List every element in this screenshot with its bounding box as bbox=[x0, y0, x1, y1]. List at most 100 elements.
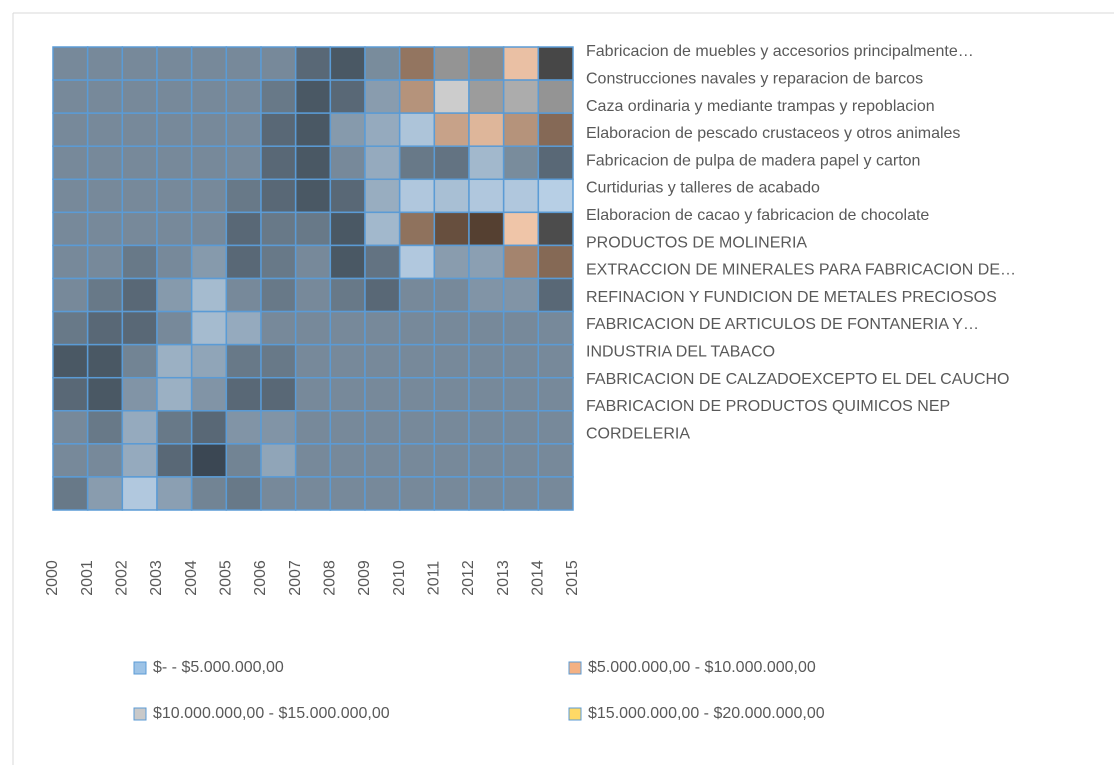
surface-cell bbox=[156, 310, 193, 346]
surface-cell bbox=[86, 443, 124, 478]
surface-cell bbox=[502, 145, 540, 181]
surface-cell bbox=[121, 211, 158, 247]
surface-cell bbox=[433, 476, 470, 511]
surface-cell bbox=[86, 79, 124, 114]
surface-cell bbox=[329, 46, 366, 81]
legend-label: $5.000.000,00 - $10.000.000,00 bbox=[588, 659, 816, 676]
surface-cell bbox=[398, 410, 436, 445]
x-tick-label: 2010 bbox=[391, 560, 408, 596]
surface-cell bbox=[294, 277, 332, 313]
surface-cell bbox=[468, 343, 505, 379]
surface-cell bbox=[329, 443, 366, 478]
surface-cell bbox=[294, 343, 332, 379]
depth-tick-label: Caza ordinaria y mediante trampas y repo… bbox=[586, 98, 935, 115]
surface-cell bbox=[225, 46, 262, 81]
surface-cell bbox=[433, 211, 470, 247]
surface-cell bbox=[329, 178, 366, 214]
surface-cell bbox=[190, 443, 228, 478]
surface-cell bbox=[502, 277, 540, 313]
surface-cell bbox=[294, 178, 332, 214]
surface-cell bbox=[537, 376, 574, 412]
depth-tick-label: FABRICACION DE CALZADOEXCEPTO EL DEL CAU… bbox=[586, 371, 1010, 388]
x-tick-label: 2000 bbox=[44, 560, 61, 596]
surface-cell bbox=[433, 46, 470, 81]
surface-cell bbox=[225, 244, 262, 280]
surface-cell bbox=[225, 277, 262, 313]
surface-cell bbox=[190, 277, 228, 313]
surface-cell bbox=[398, 46, 436, 81]
surface-cell bbox=[468, 443, 505, 478]
surface-cell bbox=[537, 476, 574, 511]
surface-cell bbox=[260, 376, 297, 412]
surface-cell bbox=[190, 376, 228, 412]
surface-cell bbox=[537, 343, 574, 379]
x-tick-label: 2002 bbox=[114, 560, 131, 596]
surface-cell bbox=[260, 46, 297, 81]
surface-cell bbox=[364, 145, 401, 181]
surface-cell bbox=[86, 244, 124, 280]
surface-cell bbox=[364, 343, 401, 379]
surface-cell bbox=[468, 145, 505, 181]
surface-cell bbox=[52, 244, 89, 280]
depth-tick-label: CORDELERIA bbox=[586, 425, 690, 442]
surface-cell bbox=[502, 343, 540, 379]
surface-cell bbox=[502, 376, 540, 412]
surface-cell bbox=[121, 343, 158, 379]
surface-cell bbox=[225, 112, 262, 147]
surface-cell bbox=[190, 244, 228, 280]
surface-cell bbox=[398, 145, 436, 181]
depth-tick-label: Fabricacion de muebles y accesorios prin… bbox=[586, 43, 974, 60]
surface-cell bbox=[329, 310, 366, 346]
surface-cell bbox=[537, 244, 574, 280]
surface-cell bbox=[52, 343, 89, 379]
surface-cell bbox=[294, 310, 332, 346]
surface-cell bbox=[537, 410, 574, 445]
surface-cell bbox=[121, 410, 158, 445]
surface-cell bbox=[156, 277, 193, 313]
surface-cell bbox=[260, 79, 297, 114]
surface-cell bbox=[260, 277, 297, 313]
surface-cell bbox=[398, 244, 436, 280]
depth-tick-label: REFINACION Y FUNDICION DE METALES PRECIO… bbox=[586, 289, 997, 306]
depth-tick-label: EXTRACCION DE MINERALES PARA FABRICACION… bbox=[586, 262, 1016, 279]
surface-cell bbox=[433, 178, 470, 214]
surface-cell bbox=[86, 46, 124, 81]
surface-cell bbox=[156, 343, 193, 379]
surface-cell bbox=[537, 277, 574, 313]
surface-cell bbox=[468, 310, 505, 346]
surface-cell bbox=[502, 310, 540, 346]
surface-cell bbox=[86, 376, 124, 412]
legend-label: $- - $5.000.000,00 bbox=[153, 659, 284, 676]
x-tick-label: 2003 bbox=[148, 560, 165, 596]
surface-cell bbox=[225, 410, 262, 445]
surface-cell bbox=[225, 476, 262, 511]
surface-cell bbox=[294, 476, 332, 511]
surface-cell bbox=[364, 277, 401, 313]
surface-cell bbox=[190, 46, 228, 81]
surface-cell bbox=[468, 112, 505, 147]
surface-cell bbox=[156, 79, 193, 114]
surface-cell bbox=[433, 443, 470, 478]
surface-cell bbox=[468, 376, 505, 412]
surface-cell bbox=[502, 211, 540, 247]
surface-cell bbox=[433, 145, 470, 181]
surface-cell bbox=[86, 178, 124, 214]
surface-cell bbox=[121, 112, 158, 147]
surface-cell bbox=[225, 178, 262, 214]
surface-cell bbox=[190, 476, 228, 511]
surface-cell bbox=[121, 310, 158, 346]
surface-cell bbox=[502, 178, 540, 214]
surface-cell bbox=[468, 244, 505, 280]
x-tick-label: 2006 bbox=[252, 560, 269, 596]
surface-cell bbox=[52, 410, 89, 445]
surface-cell bbox=[502, 476, 540, 511]
surface-cell bbox=[294, 410, 332, 445]
surface-cell bbox=[502, 79, 540, 114]
surface-cell bbox=[364, 79, 401, 114]
surface-cell bbox=[537, 145, 574, 181]
legend-swatch bbox=[568, 707, 582, 721]
surface-cell bbox=[121, 178, 158, 214]
surface-cell bbox=[364, 112, 401, 147]
x-tick-label: 2013 bbox=[495, 560, 512, 596]
surface-cell bbox=[156, 112, 193, 147]
